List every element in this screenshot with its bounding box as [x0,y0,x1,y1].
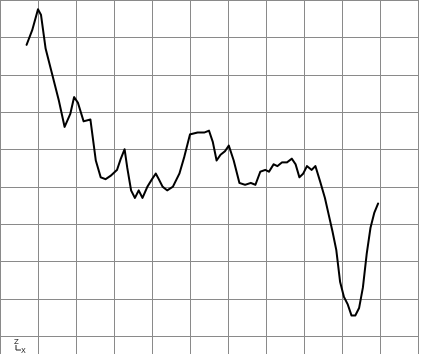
series-layer [25,8,380,317]
grid [0,0,419,354]
corner-axis-indicator: Z X [14,338,26,355]
series-line-1 [25,8,380,317]
corner-axis-upper-label: Z [14,338,19,346]
corner-axis-right-label: X [21,347,26,355]
